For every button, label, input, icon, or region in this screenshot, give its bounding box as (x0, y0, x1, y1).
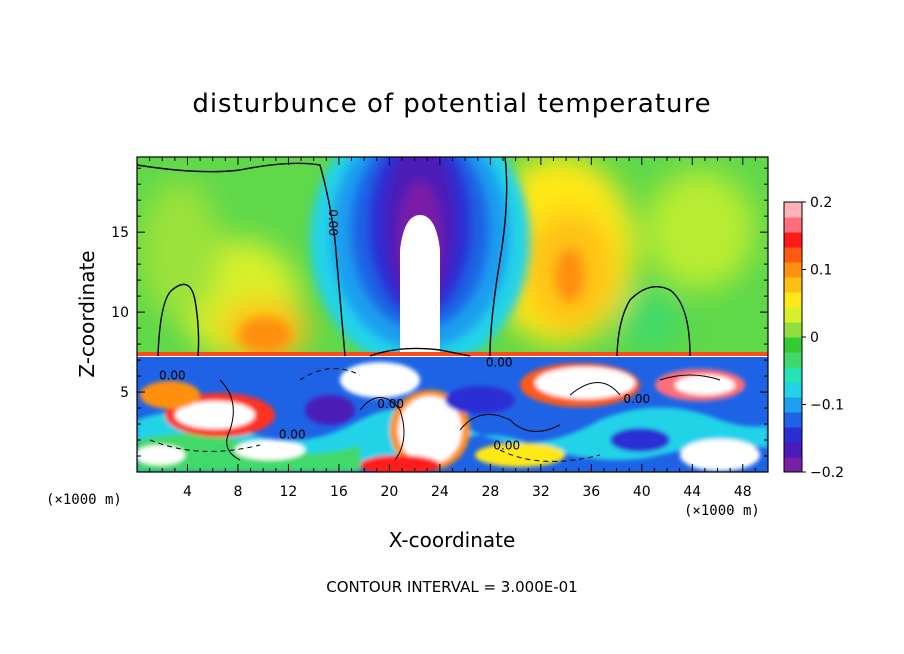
x-tick-label: 32 (532, 484, 550, 500)
colorbar-swatch (784, 247, 802, 263)
y-axis: 5 10 15 (111, 167, 768, 457)
colorbar-swatch (784, 322, 802, 338)
x-tick-label: 24 (431, 484, 449, 500)
contour-label: 0.00 (279, 427, 306, 441)
colorbar-swatch (784, 352, 802, 368)
colorbar-swatch (784, 217, 802, 233)
contour-label: 0.00 (377, 397, 404, 411)
z-unit-label: (×1000 m) (46, 492, 122, 508)
colorbar-swatch (784, 292, 802, 308)
colorbar-swatch (784, 367, 802, 383)
contour-interval-note: CONTOUR INTERVAL = 3.000E-01 (326, 578, 577, 596)
y-tick-label: 5 (120, 385, 129, 401)
x-tick-label: 44 (683, 484, 701, 500)
y-tick-label: 10 (111, 305, 129, 321)
colorbar-swatch (784, 412, 802, 428)
x-unit-label: (×1000 m) (684, 503, 760, 519)
colorbar-swatch (784, 232, 802, 248)
colorbar-tick-label: −0.1 (810, 398, 844, 414)
colorbar-swatch (784, 397, 802, 413)
upper-region (137, 157, 768, 360)
colorbar-swatch (784, 427, 802, 443)
y-axis-title: Z-coordinate (75, 250, 99, 377)
x-tick-label: 4 (183, 484, 192, 500)
colorbar-swatch (784, 457, 802, 473)
colorbar-swatch (784, 202, 802, 218)
colorbar-swatch (784, 277, 802, 293)
x-tick-label: 36 (582, 484, 600, 500)
x-tick-label: 20 (380, 484, 398, 500)
chart-title: disturbunce of potential temperature (192, 89, 711, 119)
x-tick-label: 28 (481, 484, 499, 500)
colorbar-tick-label: 0 (810, 330, 819, 346)
colorbar-swatch (784, 307, 802, 323)
x-tick-label: 8 (233, 484, 242, 500)
colorbar-swatch (784, 442, 802, 458)
colorbar-swatch (784, 382, 802, 398)
y-tick-label: 15 (111, 225, 129, 241)
colorbar-swatch (784, 262, 802, 278)
colorbar-tick-label: 0.2 (810, 195, 832, 211)
contour-label: 0.00 (493, 439, 520, 453)
x-tick-label: 40 (633, 484, 651, 500)
contour-label: 0.00 (159, 368, 186, 382)
contour-label: 0.00 (623, 392, 650, 406)
x-axis: 4 8 12 16 20 24 28 32 36 40 44 48 (149, 157, 756, 500)
x-axis-title: X-coordinate (389, 528, 516, 552)
contour-label-group: 0.00 0.00 0.00 0.00 0.00 0.00 0.00 (159, 209, 650, 452)
contour-label: 0.00 (326, 209, 340, 236)
colorbar: −0.2 −0.1 0 0.1 0.2 (783, 195, 844, 481)
contour-label: 0.00 (486, 355, 513, 369)
contour-lines (137, 157, 691, 357)
lower-region (137, 357, 768, 472)
colorbar-tick-label: 0.1 (810, 263, 832, 279)
x-tick-label: 16 (330, 484, 348, 500)
colorbar-swatch (784, 337, 802, 353)
x-tick-label: 12 (280, 484, 298, 500)
x-tick-label: 48 (734, 484, 752, 500)
colorbar-tick-label: −0.2 (810, 465, 844, 481)
heatmap-field (137, 157, 768, 472)
